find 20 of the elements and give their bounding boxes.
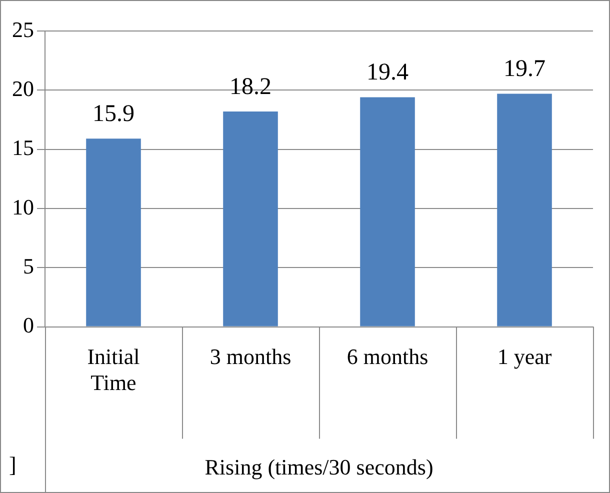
y-tick-label: 20 — [12, 76, 34, 101]
y-tick-label: 25 — [12, 16, 34, 42]
x-tick-label: 1 year — [497, 344, 552, 369]
y-tick-label: 10 — [12, 194, 34, 220]
data-label: 18.2 — [230, 74, 272, 100]
data-label: 19.4 — [366, 60, 408, 86]
bar — [223, 111, 278, 326]
bar — [497, 94, 552, 326]
y-tick-label: 5 — [23, 253, 34, 278]
data-label: 19.7 — [504, 56, 546, 82]
y-tick-label: 0 — [23, 312, 34, 338]
y-tick-label: 15 — [12, 135, 34, 160]
bar — [86, 138, 141, 326]
text: ] — [9, 452, 16, 478]
bar — [360, 97, 415, 326]
data-label: 15.9 — [92, 100, 134, 127]
x-axis-title: Rising (times/30 seconds) — [204, 454, 434, 480]
x-tick-label: 6 months — [346, 344, 428, 369]
x-tick-label: Initial Time — [87, 344, 140, 396]
x-tick-label: 3 months — [210, 344, 292, 369]
